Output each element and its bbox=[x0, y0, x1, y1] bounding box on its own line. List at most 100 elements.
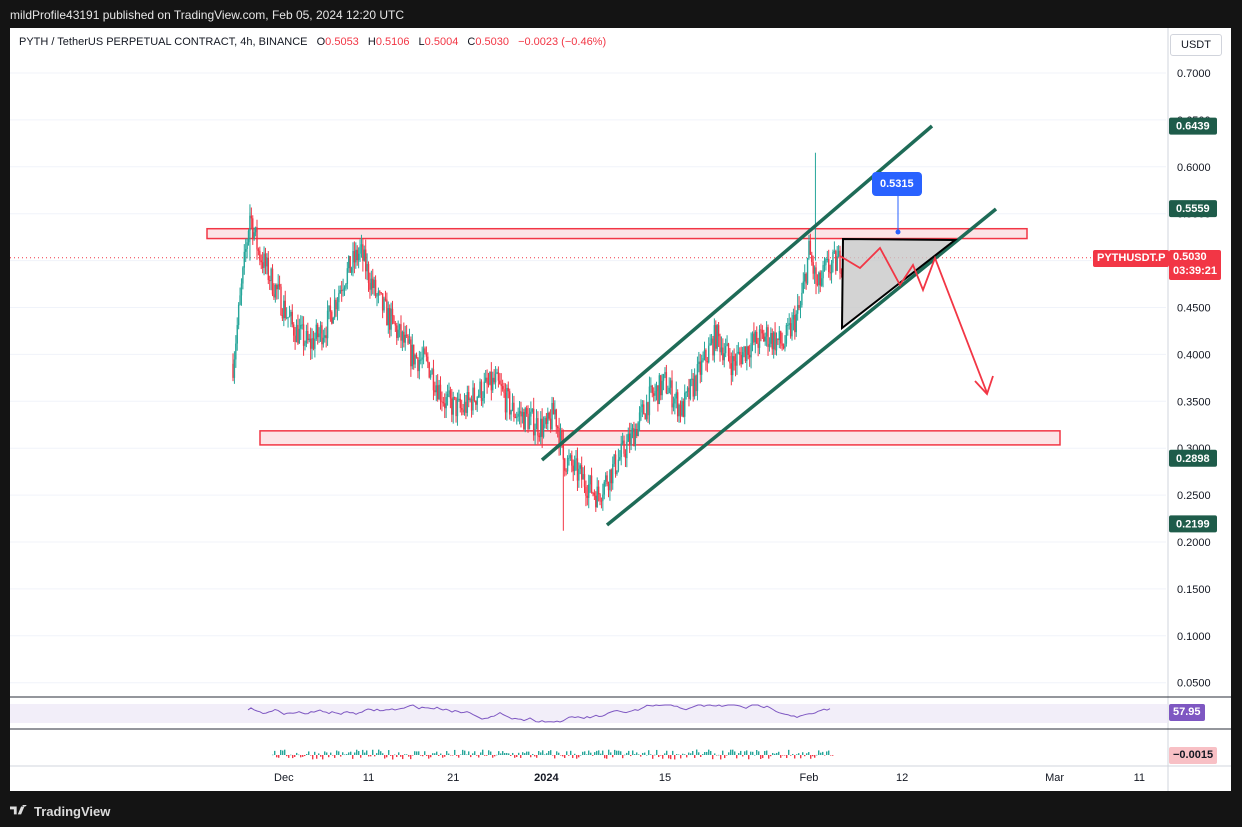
candle-body bbox=[307, 331, 309, 341]
macd-bar bbox=[332, 755, 334, 756]
candle-body bbox=[631, 428, 634, 433]
candle-body bbox=[496, 372, 498, 374]
candle-body bbox=[393, 316, 395, 324]
macd-bar bbox=[320, 755, 322, 757]
candle-body bbox=[627, 433, 629, 442]
candle-body bbox=[541, 418, 543, 437]
rsi-line bbox=[247, 704, 831, 723]
candle-body bbox=[528, 416, 531, 430]
candle-body bbox=[397, 329, 399, 338]
candle-body bbox=[839, 250, 841, 273]
macd-bar bbox=[518, 752, 520, 755]
macd-bar bbox=[598, 750, 600, 755]
candle-body bbox=[473, 387, 476, 401]
candle-body bbox=[267, 257, 269, 281]
candle-body bbox=[565, 470, 567, 472]
candle-body bbox=[422, 348, 425, 358]
candle-body bbox=[401, 331, 404, 341]
candle-body bbox=[693, 375, 696, 397]
macd-bar bbox=[636, 752, 638, 755]
macd-bar bbox=[652, 755, 654, 759]
candle-body bbox=[662, 374, 665, 381]
macd-bar bbox=[700, 755, 702, 757]
candle-body bbox=[602, 494, 604, 501]
macd-bar bbox=[748, 755, 750, 760]
macd-bar bbox=[410, 755, 412, 760]
candle-body bbox=[573, 460, 576, 472]
macd-bar bbox=[374, 755, 376, 757]
candle-body bbox=[743, 346, 745, 353]
macd-bar bbox=[644, 752, 646, 755]
candle-body bbox=[480, 381, 483, 402]
price-tag-label: 0.2898 bbox=[1176, 453, 1210, 465]
macd-bar bbox=[754, 754, 756, 756]
candle-body bbox=[561, 430, 563, 441]
candle-body bbox=[756, 331, 758, 344]
candle-body bbox=[514, 416, 517, 418]
macd-bar bbox=[346, 754, 348, 755]
macd-bar bbox=[826, 751, 828, 755]
macd-bar bbox=[416, 751, 418, 755]
candle-body bbox=[648, 386, 651, 416]
macd-bar bbox=[348, 752, 350, 755]
candle-body bbox=[620, 443, 622, 458]
macd-bar bbox=[676, 754, 678, 755]
macd-bar bbox=[814, 755, 816, 758]
macd-bar bbox=[376, 753, 378, 755]
macd-bar bbox=[576, 755, 578, 759]
candle-body bbox=[784, 343, 786, 349]
macd-bar bbox=[780, 755, 782, 758]
macd-bar bbox=[756, 750, 758, 755]
macd-bar bbox=[650, 754, 652, 755]
candle-body bbox=[520, 411, 522, 417]
macd-bar bbox=[334, 755, 336, 758]
candle-body bbox=[232, 363, 234, 378]
macd-bar bbox=[450, 755, 452, 756]
candle-body bbox=[321, 325, 323, 345]
candle-body bbox=[544, 417, 546, 425]
close-label: C bbox=[467, 36, 476, 48]
candle-body bbox=[798, 305, 800, 309]
macd-bar bbox=[666, 750, 668, 755]
candle-body bbox=[678, 404, 680, 417]
candle-body bbox=[384, 298, 387, 300]
candle-body bbox=[253, 232, 255, 239]
candle-body bbox=[802, 281, 805, 293]
candle-body bbox=[410, 339, 412, 367]
candle-body bbox=[644, 414, 646, 420]
candle-body bbox=[449, 390, 452, 399]
macd-bar bbox=[430, 755, 432, 758]
candle-body bbox=[619, 457, 621, 460]
candle-body bbox=[566, 457, 569, 472]
macd-bar bbox=[512, 752, 514, 755]
candle-body bbox=[329, 305, 332, 312]
y-tick-label: 0.6000 bbox=[1177, 162, 1211, 174]
macd-bar bbox=[610, 752, 612, 755]
candle-body bbox=[424, 348, 426, 354]
candle-body bbox=[719, 336, 721, 353]
macd-bar bbox=[774, 753, 776, 755]
candle-body bbox=[254, 227, 257, 233]
macd-bar bbox=[488, 750, 490, 755]
currency-button[interactable]: USDT bbox=[1170, 34, 1222, 56]
candle-body bbox=[664, 372, 666, 375]
macd-bar bbox=[330, 752, 332, 755]
macd-bar bbox=[776, 752, 778, 755]
chart-panel[interactable] bbox=[10, 28, 1231, 791]
candle-body bbox=[511, 402, 514, 411]
y-tick-label: 0.2500 bbox=[1177, 490, 1211, 502]
candle-body bbox=[532, 408, 535, 436]
candle-body bbox=[483, 381, 485, 399]
candle-body bbox=[332, 317, 334, 324]
macd-bar bbox=[736, 755, 738, 759]
candle-body bbox=[568, 457, 570, 459]
candle-body bbox=[569, 455, 572, 458]
macd-bar bbox=[468, 751, 470, 755]
macd-bar bbox=[538, 751, 540, 755]
candle-body bbox=[311, 338, 313, 349]
candle-body bbox=[442, 402, 445, 404]
candle-body bbox=[391, 308, 394, 317]
macd-bar bbox=[522, 752, 524, 755]
macd-bar bbox=[588, 750, 590, 755]
